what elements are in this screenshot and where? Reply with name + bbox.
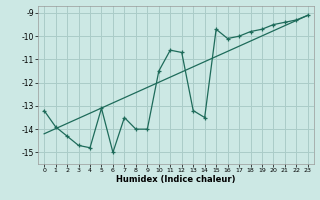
X-axis label: Humidex (Indice chaleur): Humidex (Indice chaleur)	[116, 175, 236, 184]
